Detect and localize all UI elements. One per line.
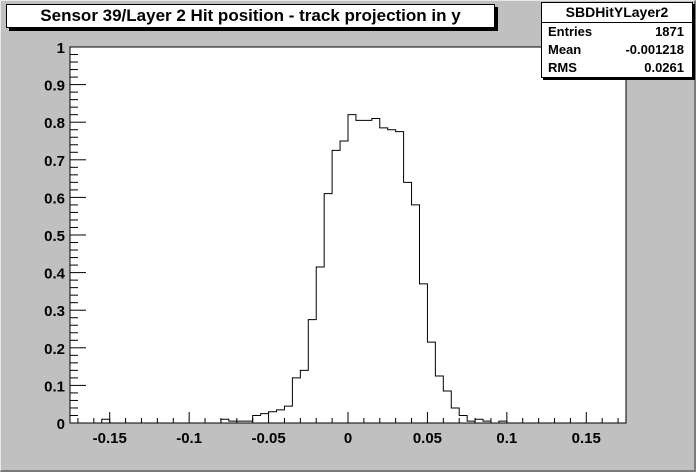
stats-box-title: SBDHitYLayer2: [542, 3, 692, 23]
stat-key: Mean: [548, 42, 582, 57]
stat-row-entries: Entries 1871: [542, 23, 692, 41]
histogram-bars: [70, 114, 626, 424]
y-tick-label: 0: [57, 416, 65, 433]
plot-area: [69, 46, 627, 424]
x-tick-label: 0.1: [496, 430, 517, 447]
stat-key: Entries: [548, 24, 593, 39]
y-tick-label: 0.1: [44, 378, 65, 395]
stat-value: 1871: [655, 24, 684, 39]
x-tick-label: 0.05: [413, 430, 442, 447]
stat-value: -0.001218: [625, 42, 684, 57]
x-tick-label: 0: [344, 430, 352, 447]
chart-title: Sensor 39/Layer 2 Hit position - track p…: [6, 4, 495, 28]
stat-value: 0.0261: [644, 60, 684, 75]
y-tick-label: 0.7: [44, 153, 65, 170]
y-tick-label: 0.6: [44, 190, 65, 207]
y-tick-label: 0.2: [44, 341, 65, 358]
axes: -0.15 -0.1 -0.05 0 0.05 0.1 0.15 0 0.1 0.2 0.3 0.4 0…: [44, 40, 619, 447]
stat-row-rms: RMS 0.0261: [542, 59, 692, 77]
x-tick-label: 0.15: [572, 430, 601, 447]
histogram-outline: [70, 114, 626, 424]
y-tick-label: 0.8: [44, 115, 65, 132]
y-tick-label: 0.5: [44, 228, 65, 245]
y-tick-label: 0.3: [44, 303, 65, 320]
y-tick-label: 1: [57, 40, 65, 57]
stat-row-mean: Mean -0.001218: [542, 41, 692, 59]
y-tick-label: 0.4: [44, 266, 66, 283]
x-tick-label: -0.15: [93, 430, 127, 447]
x-tick-label: -0.05: [251, 430, 285, 447]
stats-box: SBDHitYLayer2 Entries 1871 Mean -0.00121…: [541, 2, 693, 78]
y-tick-label: 0.9: [44, 78, 65, 95]
stat-key: RMS: [548, 60, 577, 75]
x-tick-label: -0.1: [176, 430, 202, 447]
